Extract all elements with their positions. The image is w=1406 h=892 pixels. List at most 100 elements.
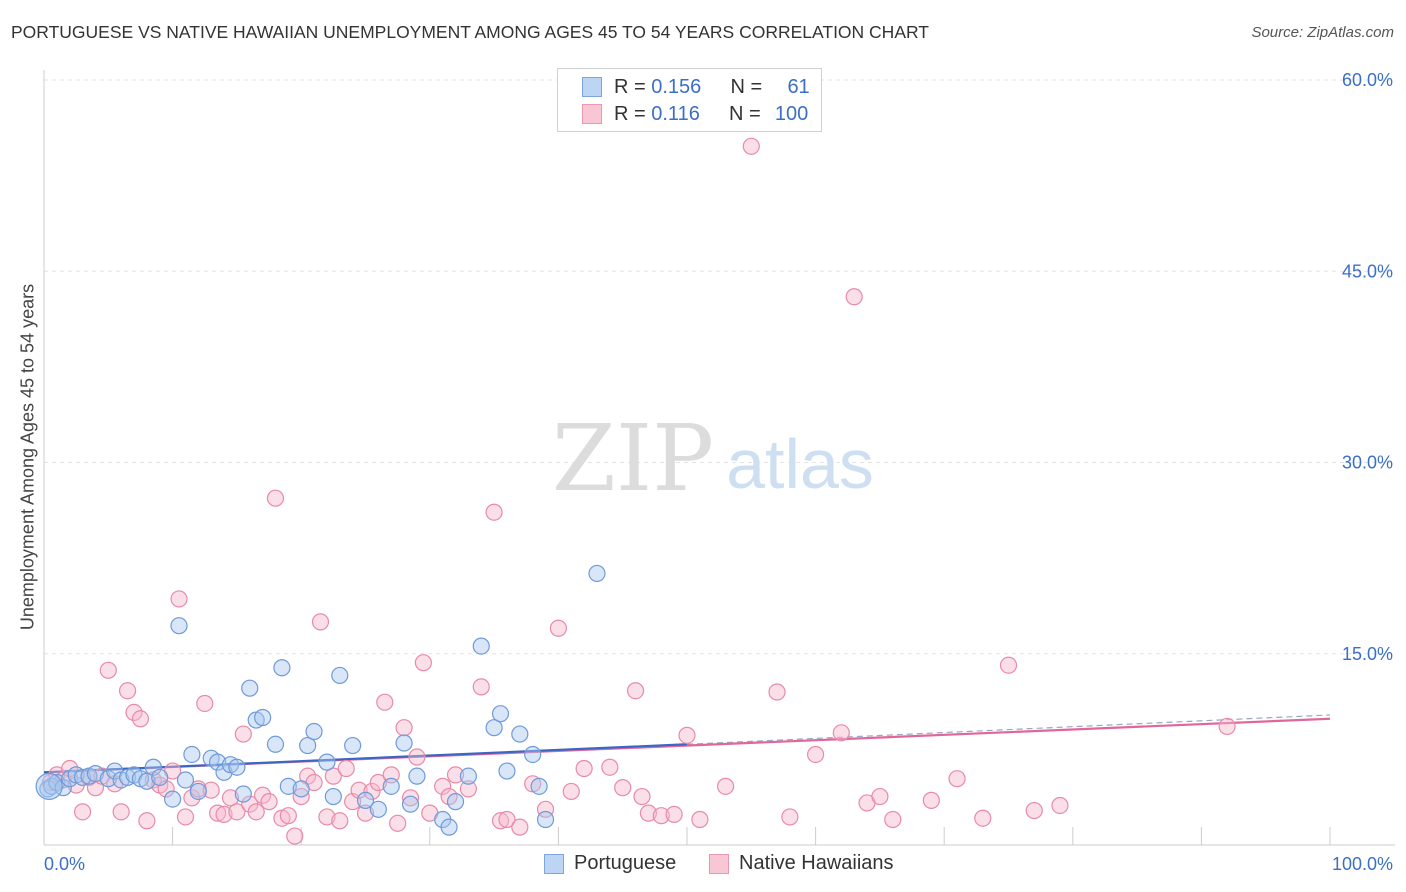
hawaiian-point xyxy=(376,693,394,711)
pink-swatch-icon xyxy=(582,104,602,124)
portuguese-point xyxy=(254,708,272,727)
portuguese-point xyxy=(344,736,362,755)
portuguese-point xyxy=(138,772,156,790)
portuguese-point xyxy=(382,777,400,795)
correlation-legend: R = 0.156 N = 61 R = 0.116 N = 100 xyxy=(557,68,822,132)
hawaiian-point xyxy=(331,812,349,830)
portuguese-point xyxy=(164,790,182,808)
portuguese-point xyxy=(498,762,516,780)
hawaiian-point xyxy=(170,590,188,608)
portuguese-point xyxy=(176,771,195,789)
hawaiian-point xyxy=(99,661,117,679)
hawaiian-point xyxy=(575,759,593,778)
portuguese-point xyxy=(305,722,323,741)
hawaiian-point xyxy=(209,804,227,822)
hawaiian-point xyxy=(118,682,137,700)
hawaiian-point xyxy=(633,787,651,806)
portuguese-point xyxy=(511,725,529,743)
portuguese-point xyxy=(440,818,458,836)
legend-series-name: Native Hawaiians xyxy=(739,852,894,874)
hawaiian-point xyxy=(221,789,240,807)
pink-swatch-icon xyxy=(709,853,729,874)
hawaiian-point xyxy=(549,619,568,637)
y-tick-label: 45.0% xyxy=(1342,261,1393,281)
hawaiian-point xyxy=(247,803,265,821)
portuguese-point xyxy=(151,768,169,787)
trend-lines xyxy=(43,714,1331,774)
hawaiian-point xyxy=(498,810,516,829)
hawaiian-point xyxy=(884,810,902,829)
legend-row-hawaiian: R = 0.116 N = 100 xyxy=(582,102,808,126)
portuguese-point xyxy=(395,734,413,752)
hawaiian-point xyxy=(781,808,799,826)
hawaiian-point xyxy=(639,804,658,822)
hawaiian-point xyxy=(434,777,452,795)
legend-n-value: 100 xyxy=(774,102,809,125)
hawaiian-point xyxy=(459,780,477,798)
data-points xyxy=(35,137,1236,845)
watermark: ZIP atlas xyxy=(552,405,874,512)
hawaiian-point xyxy=(511,818,529,836)
y-tick-label: 60.0% xyxy=(1342,70,1393,90)
tick-labels: 15.0% 30.0% 45.0% 60.0% 0.0% 100.0% xyxy=(44,70,1393,874)
hawaiian-point xyxy=(395,719,413,737)
portuguese-point xyxy=(279,777,297,795)
x-tick-label: 0.0% xyxy=(44,854,85,874)
portuguese-point xyxy=(536,810,555,829)
hawaiian-point xyxy=(350,781,368,799)
portuguese-point xyxy=(144,758,162,776)
hawaiian-point xyxy=(742,137,760,155)
portuguese-point xyxy=(324,787,342,806)
hawaiian-point xyxy=(389,814,407,832)
hawaiian-point xyxy=(279,807,297,825)
legend-n-label: N = xyxy=(728,102,767,125)
hawaiian-point xyxy=(356,804,375,822)
portuguese-point xyxy=(530,777,548,795)
hawaiian-point xyxy=(536,800,555,818)
hawaiian-point xyxy=(999,656,1018,674)
hawaiian-point xyxy=(125,703,143,722)
portuguese-point xyxy=(292,780,310,798)
hawaiian-point xyxy=(401,789,420,807)
hawaiian-point xyxy=(254,786,272,804)
portuguese-point xyxy=(485,719,503,737)
hawaiian-point xyxy=(485,503,503,521)
portuguese-point xyxy=(318,753,336,771)
hawaiian-point xyxy=(260,793,278,811)
hawaiian-point xyxy=(286,827,304,845)
hawaiian-point xyxy=(73,803,92,821)
hawaiian-point xyxy=(446,766,465,784)
hawaiian-point xyxy=(176,808,195,826)
portuguese-point xyxy=(86,764,105,783)
hawaiian-point xyxy=(324,767,342,785)
portuguese-point xyxy=(234,785,252,803)
hawaiian-point xyxy=(234,725,252,743)
watermark-atlas: atlas xyxy=(726,425,874,503)
hawaiian-point xyxy=(1218,717,1236,736)
hawaiian-point xyxy=(215,805,233,824)
hawaiian-point xyxy=(974,809,992,827)
hawaiian-point xyxy=(1025,801,1043,820)
hawaiian-point xyxy=(845,288,863,306)
hawaiian-point xyxy=(369,773,387,792)
hawaiian-point xyxy=(311,613,330,631)
hawaiian-point xyxy=(652,807,670,825)
portuguese-point xyxy=(170,617,188,635)
hawaiian-point xyxy=(112,803,130,821)
hawaiian-point xyxy=(228,803,246,821)
hawaiian-point xyxy=(408,748,426,766)
legend-r-label: R = xyxy=(614,75,652,98)
bottom-legend-portuguese: Portuguese xyxy=(544,852,676,875)
hawaiian-point xyxy=(562,782,580,801)
legend-n-label: N = xyxy=(730,75,768,98)
hawaiian-point xyxy=(716,777,735,795)
legend-n-value: 61 xyxy=(787,75,810,98)
portuguese-point xyxy=(446,793,465,811)
hawaiian-point xyxy=(806,745,825,764)
portuguese-point xyxy=(524,745,542,764)
portuguese-point xyxy=(408,767,426,785)
blue-swatch-icon xyxy=(544,853,564,874)
hawaiian-point xyxy=(832,724,850,742)
portuguese-point xyxy=(73,768,92,787)
grid-lines xyxy=(44,79,1395,655)
